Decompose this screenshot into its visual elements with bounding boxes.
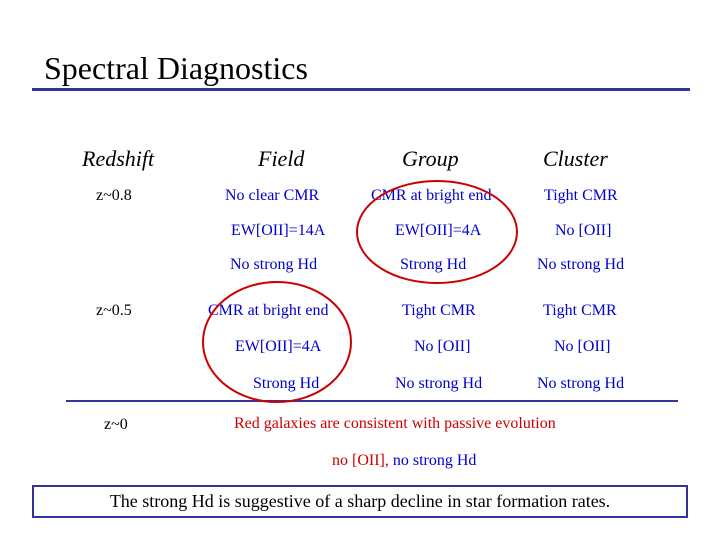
cell-field-4: EW[OII]=4A (235, 338, 322, 355)
redshift-label-0: z~0 (104, 416, 128, 433)
cell-group-4: No [OII] (414, 338, 471, 355)
header-group: Group (402, 146, 459, 171)
header-field: Field (258, 146, 305, 171)
cell-cluster-3: Tight CMR (543, 302, 617, 319)
redshift-label-0.8: z~0.8 (96, 187, 132, 204)
conclusion-text: The strong Hd is suggestive of a sharp d… (109, 491, 611, 511)
cell-group-3: Tight CMR (402, 302, 476, 319)
cell-field-1: EW[OII]=14A (231, 222, 326, 239)
title-underline (32, 88, 690, 91)
cell-cluster-0: Tight CMR (544, 187, 618, 204)
cell-cluster-5: No strong Hd (537, 375, 625, 392)
cell-field-5: Strong Hd (253, 375, 320, 392)
cell-group-2: Strong Hd (400, 256, 467, 273)
cell-group-1: EW[OII]=4A (395, 222, 482, 239)
header-redshift: Redshift (82, 146, 155, 171)
redshift-label-0.5: z~0.5 (96, 302, 132, 319)
cell-field-2: No strong Hd (230, 256, 318, 273)
cell-group-0: CMR at bright end (371, 187, 492, 204)
cell-field-3: CMR at bright end (208, 302, 329, 319)
z0-no-strong-hd-text: no strong Hd (388, 452, 477, 469)
highlight-oval-field-z05 (202, 281, 352, 403)
z0-summary-line-2: no [OII], no strong Hd (332, 452, 476, 470)
slide-title: Spectral Diagnostics (44, 50, 308, 86)
cell-field-0: No clear CMR (225, 187, 320, 204)
cell-cluster-2: No strong Hd (537, 256, 625, 273)
header-cluster: Cluster (543, 146, 608, 171)
z0-no-oii-text: no [OII], (332, 452, 389, 469)
highlight-oval-group-z08 (356, 180, 518, 284)
cell-group-5: No strong Hd (395, 375, 483, 392)
cell-cluster-4: No [OII] (554, 338, 611, 355)
z0-separator-line (66, 400, 678, 402)
conclusion-box (32, 485, 688, 518)
z0-summary-line-1: Red galaxies are consistent with passive… (234, 415, 556, 432)
cell-cluster-1: No [OII] (555, 222, 612, 239)
